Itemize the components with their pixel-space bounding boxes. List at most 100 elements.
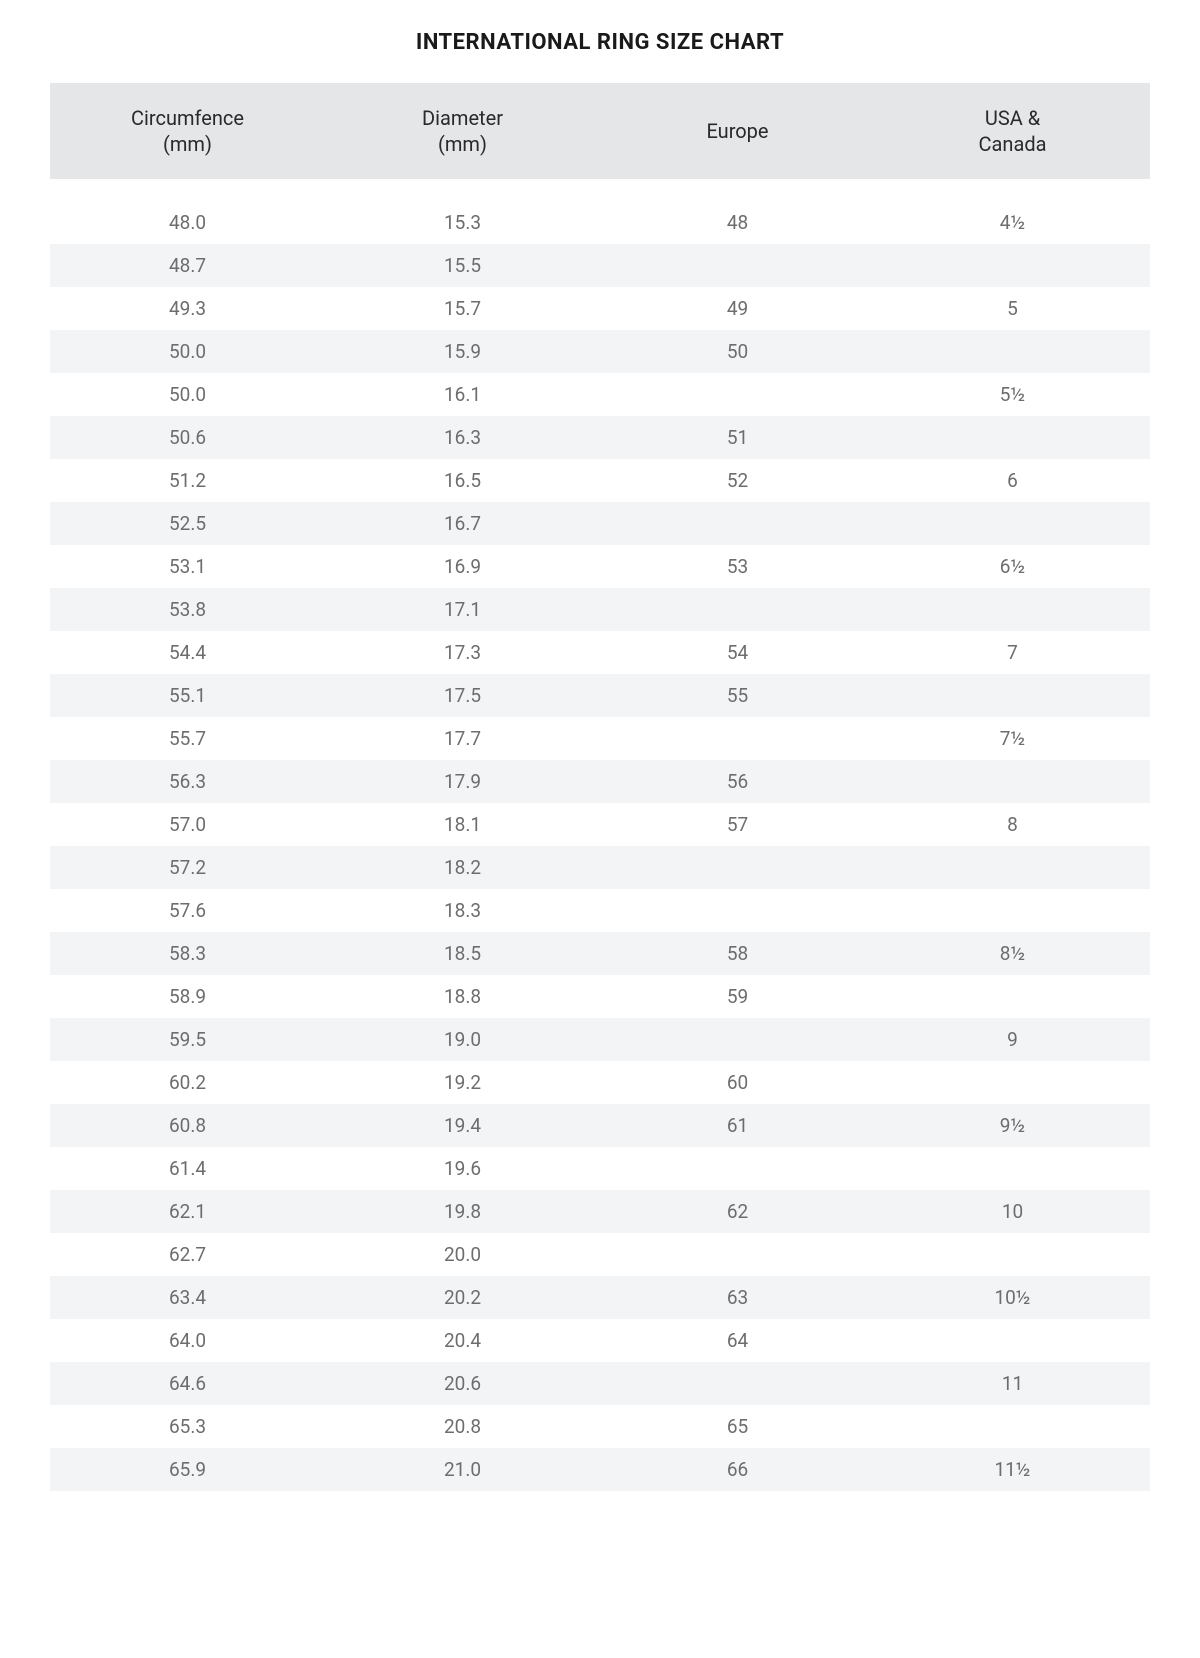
table-spacer <box>50 179 1150 201</box>
table-cell: 48.7 <box>50 244 325 287</box>
table-cell: 61.4 <box>50 1147 325 1190</box>
table-cell: 65.9 <box>50 1448 325 1491</box>
table-cell <box>600 502 875 545</box>
table-cell: 58 <box>600 932 875 975</box>
table-row: 56.317.956 <box>50 760 1150 803</box>
table-cell <box>600 588 875 631</box>
table-cell <box>875 1405 1150 1448</box>
table-cell: 6 <box>875 459 1150 502</box>
table-cell: 64.0 <box>50 1319 325 1362</box>
col-label: (mm) <box>163 132 212 156</box>
table-cell: 48.0 <box>50 201 325 244</box>
table-cell: 65.3 <box>50 1405 325 1448</box>
table-cell <box>875 502 1150 545</box>
table-cell: 20.2 <box>325 1276 600 1319</box>
table-cell: 62.1 <box>50 1190 325 1233</box>
table-cell: 9 <box>875 1018 1150 1061</box>
table-cell <box>875 760 1150 803</box>
table-cell: 55 <box>600 674 875 717</box>
table-cell <box>600 1362 875 1405</box>
table-cell <box>875 330 1150 373</box>
table-row: 55.717.77½ <box>50 717 1150 760</box>
table-row: 55.117.555 <box>50 674 1150 717</box>
table-cell: 55.1 <box>50 674 325 717</box>
table-cell: 18.2 <box>325 846 600 889</box>
table-cell: 50.0 <box>50 373 325 416</box>
table-cell: 20.8 <box>325 1405 600 1448</box>
table-cell: 18.8 <box>325 975 600 1018</box>
table-row: 60.819.4619½ <box>50 1104 1150 1147</box>
table-cell <box>875 975 1150 1018</box>
table-cell: 62 <box>600 1190 875 1233</box>
table-row: 52.516.7 <box>50 502 1150 545</box>
table-row: 50.616.351 <box>50 416 1150 459</box>
table-cell: 20.4 <box>325 1319 600 1362</box>
table-row: 57.218.2 <box>50 846 1150 889</box>
table-cell: 6½ <box>875 545 1150 588</box>
table-row: 53.817.1 <box>50 588 1150 631</box>
table-row: 57.618.3 <box>50 889 1150 932</box>
table-cell: 54 <box>600 631 875 674</box>
table-cell: 57.2 <box>50 846 325 889</box>
table-row: 65.921.06611½ <box>50 1448 1150 1491</box>
table-row: 54.417.3547 <box>50 631 1150 674</box>
table-cell: 60.8 <box>50 1104 325 1147</box>
table-row: 59.519.09 <box>50 1018 1150 1061</box>
table-cell <box>875 889 1150 932</box>
table-cell: 16.9 <box>325 545 600 588</box>
table-cell <box>875 244 1150 287</box>
table-cell: 56.3 <box>50 760 325 803</box>
table-row: 63.420.26310½ <box>50 1276 1150 1319</box>
table-cell <box>600 1018 875 1061</box>
table-cell: 4½ <box>875 201 1150 244</box>
table-cell: 17.5 <box>325 674 600 717</box>
table-cell: 52 <box>600 459 875 502</box>
col-usa-canada: USA & Canada <box>875 83 1150 179</box>
table-cell: 16.5 <box>325 459 600 502</box>
table-cell: 53.1 <box>50 545 325 588</box>
table-cell: 58.3 <box>50 932 325 975</box>
table-cell: 19.0 <box>325 1018 600 1061</box>
table-cell: 60 <box>600 1061 875 1104</box>
table-row: 62.720.0 <box>50 1233 1150 1276</box>
table-cell: 10½ <box>875 1276 1150 1319</box>
col-label: Circumfence <box>131 106 244 130</box>
table-cell: 5 <box>875 287 1150 330</box>
col-europe: Europe <box>600 83 875 179</box>
table-cell: 63.4 <box>50 1276 325 1319</box>
table-cell: 17.3 <box>325 631 600 674</box>
table-cell: 8 <box>875 803 1150 846</box>
table-cell: 17.7 <box>325 717 600 760</box>
table-cell: 57 <box>600 803 875 846</box>
table-cell: 53 <box>600 545 875 588</box>
table-cell: 49.3 <box>50 287 325 330</box>
table-row: 50.016.15½ <box>50 373 1150 416</box>
table-cell: 15.9 <box>325 330 600 373</box>
table-cell: 60.2 <box>50 1061 325 1104</box>
table-row: 49.315.7495 <box>50 287 1150 330</box>
table-cell: 50.0 <box>50 330 325 373</box>
table-cell: 15.7 <box>325 287 600 330</box>
table-cell: 21.0 <box>325 1448 600 1491</box>
table-cell: 11 <box>875 1362 1150 1405</box>
table-cell <box>875 846 1150 889</box>
table-cell: 64.6 <box>50 1362 325 1405</box>
col-label: Europe <box>706 119 768 143</box>
table-cell: 61 <box>600 1104 875 1147</box>
table-row: 50.015.950 <box>50 330 1150 373</box>
table-cell <box>600 889 875 932</box>
table-cell: 17.1 <box>325 588 600 631</box>
table-cell: 19.8 <box>325 1190 600 1233</box>
table-row: 61.419.6 <box>50 1147 1150 1190</box>
table-cell: 53.8 <box>50 588 325 631</box>
col-circumference: Circumfence (mm) <box>50 83 325 179</box>
table-cell <box>875 1061 1150 1104</box>
table-cell: 57.0 <box>50 803 325 846</box>
table-cell: 16.7 <box>325 502 600 545</box>
table-row: 62.119.86210 <box>50 1190 1150 1233</box>
table-cell: 19.2 <box>325 1061 600 1104</box>
table-cell <box>875 1233 1150 1276</box>
table-row: 53.116.9536½ <box>50 545 1150 588</box>
table-cell: 19.6 <box>325 1147 600 1190</box>
table-cell <box>875 416 1150 459</box>
